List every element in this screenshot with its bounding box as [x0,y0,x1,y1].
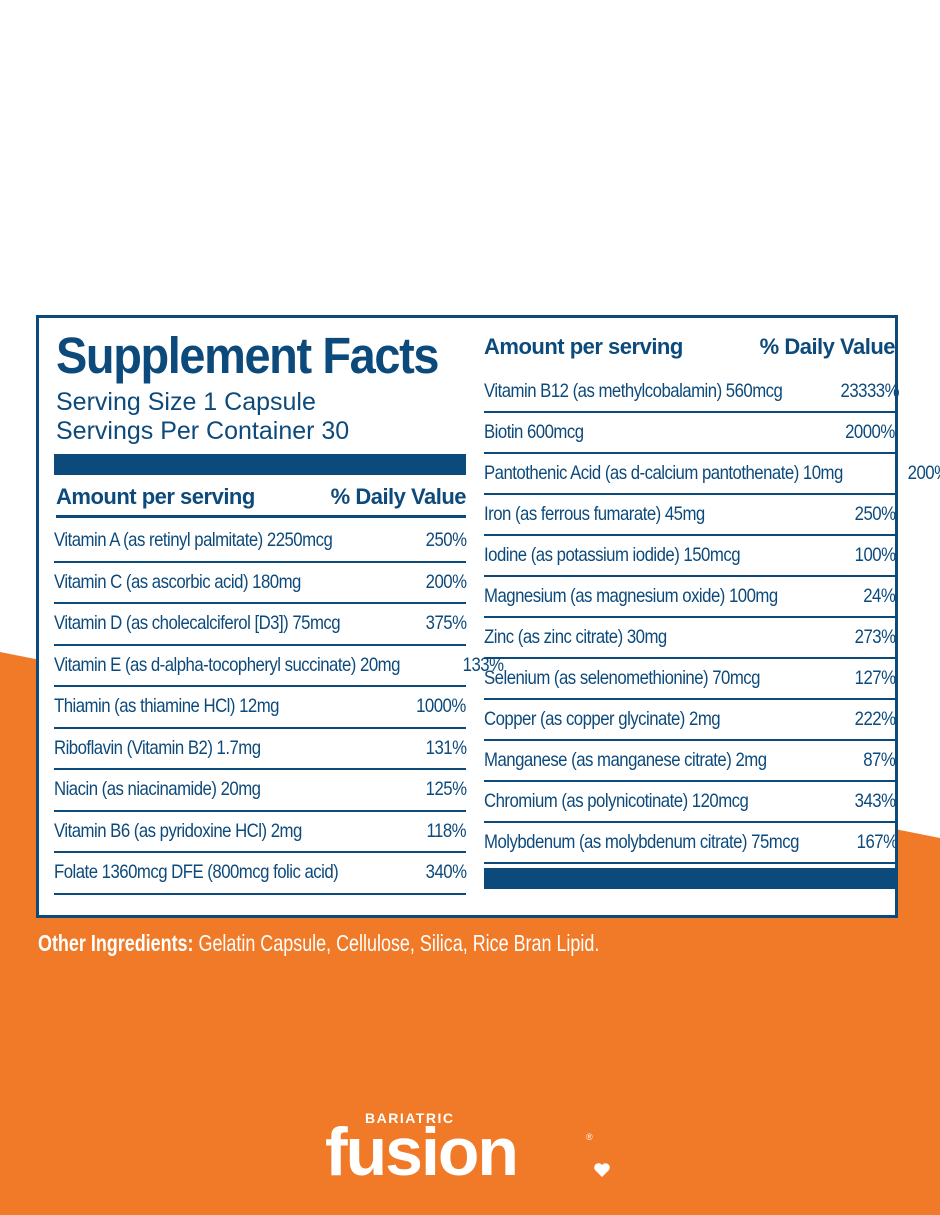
nutrient-daily-value: 167% [856,831,898,853]
nutrient-daily-value: 24% [862,585,896,607]
nutrient-name: Chromium (as polynicotinate) 120mcg [484,790,749,812]
nutrient-row: Vitamin C (as ascorbic acid) 180mg 200% [54,563,467,604]
nutrient-daily-value: 250% [425,529,466,552]
nutrient-daily-value: 127% [854,667,895,689]
nutrient-daily-value: 125% [425,778,466,801]
nutrient-list-right: Vitamin B12 (as methylcobalamin) 560mcg 2… [484,372,940,864]
nutrient-name: Riboflavin (Vitamin B2) 1.7mg [54,736,261,759]
nutrient-name: Vitamin C (as ascorbic acid) 180mg [54,570,301,593]
nutrient-row: Vitamin D (as cholecalciferol [D3]) 75mc… [54,604,467,646]
amount-per-serving-label: Amount per serving [56,483,255,509]
nutrient-daily-value: 375% [425,612,466,635]
other-ingredients-label: Other Ingredients: [38,930,194,956]
nutrient-name: Biotin 600mcg [484,421,584,443]
nutrient-name: Copper (as copper glycinate) 2mg [484,708,721,730]
nutrient-row: Manganese (as manganese citrate) 2mg 87% [484,741,896,782]
nutrient-row: Zinc (as zinc citrate) 30mg 273% [484,618,896,659]
nutrient-row: Molybdenum (as molybdenum citrate) 75mcg… [484,823,898,864]
daily-value-label: % Daily Value [759,334,896,359]
nutrient-row: Copper (as copper glycinate) 2mg 222% [484,700,896,741]
nutrient-daily-value: 222% [854,708,895,730]
nutrient-name: Vitamin E (as d-alpha-tocopheryl succina… [54,653,400,676]
nutrient-name: Thiamin (as thiamine HCl) 12mg [54,695,279,718]
divider-bar [484,868,895,889]
nutrient-row: Iodine (as potassium iodide) 150mcg 100% [484,536,896,577]
nutrient-name: Pantothenic Acid (as d-calcium pantothen… [484,462,843,484]
nutrient-name: Magnesium (as magnesium oxide) 100mg [484,585,778,607]
nutrient-name: Vitamin D (as cholecalciferol [D3]) 75mc… [54,612,341,635]
nutrient-row: Vitamin B6 (as pyridoxine HCl) 2mg 118% [54,812,467,853]
brand-name: fusion [325,1114,519,1190]
nutrient-row: Thiamin (as thiamine HCl) 12mg 1000% [54,687,467,729]
nutrient-daily-value: 273% [854,626,895,648]
nutrient-name: Niacin (as niacinamide) 20mg [54,778,261,801]
table-header-left: Amount per serving % Daily Value [56,478,467,518]
nutrient-name: Vitamin B6 (as pyridoxine HCl) 2mg [54,819,302,842]
nutrient-row: Magnesium (as magnesium oxide) 100mg 24% [484,577,896,618]
nutrient-daily-value: 250% [854,503,895,525]
nutrient-row: Selenium (as selenomethionine) 70mcg 127% [484,659,896,700]
nutrient-name: Folate 1360mcg DFE (800mcg folic acid) [54,861,339,884]
table-header-right: Amount per serving % Daily Value [484,326,896,368]
nutrient-daily-value: 87% [862,749,896,771]
nutrient-list-left: Vitamin A (as retinyl palmitate) 2250mcg… [54,521,504,895]
amount-per-serving-label: Amount per serving [484,334,683,359]
nutrient-row: Pantothenic Acid (as d-calcium pantothen… [484,454,940,495]
nutrient-name: Molybdenum (as molybdenum citrate) 75mcg [484,831,799,853]
nutrient-row: Chromium (as polynicotinate) 120mcg 343% [484,782,896,823]
nutrient-row: Iron (as ferrous fumarate) 45mg 250% [484,495,896,536]
divider-bar [54,454,466,475]
nutrient-row: Vitamin B12 (as methylcobalamin) 560mcg 2… [484,372,899,413]
brand-subtitle: BARIATRIC [365,1110,455,1126]
other-ingredients: Other Ingredients: Gelatin Capsule, Cell… [38,930,599,957]
other-ingredients-text: Gelatin Capsule, Cellulose, Silica, Rice… [193,930,600,956]
daily-value-label: % Daily Value [330,483,467,509]
nutrient-daily-value: 23333% [840,380,899,402]
heart-icon [594,1163,610,1177]
nutrient-daily-value: 200% [425,570,466,593]
servings-per-container: Servings Per Container 30 [56,417,350,445]
nutrient-daily-value: 118% [426,819,466,842]
serving-size: Serving Size 1 Capsule [56,388,316,416]
nutrient-daily-value: 100% [854,544,895,566]
registered-mark: ® [586,1132,593,1142]
nutrient-name: Vitamin B12 (as methylcobalamin) 560mcg [484,380,783,402]
nutrient-daily-value: 1000% [416,695,466,718]
nutrient-daily-value: 200% [907,462,940,484]
nutrient-daily-value: 133% [462,653,504,676]
nutrient-daily-value: 2000% [845,421,895,443]
brand-logo: BARIATRIC fusion ® [325,1110,625,1190]
nutrient-row: Niacin (as niacinamide) 20mg 125% [54,770,467,812]
nutrient-name: Iron (as ferrous fumarate) 45mg [484,503,705,525]
supplement-facts-panel: Supplement Facts Serving Size 1 Capsule … [36,315,940,918]
page-title: Supplement Facts [56,327,439,384]
nutrient-name: Manganese (as manganese citrate) 2mg [484,749,767,771]
nutrient-row: Folate 1360mcg DFE (800mcg folic acid) 34… [54,853,467,895]
nutrient-name: Vitamin A (as retinyl palmitate) 2250mcg [54,529,333,552]
nutrient-row: Vitamin E (as d-alpha-tocopheryl succina… [54,646,504,687]
nutrient-daily-value: 343% [854,790,895,812]
nutrient-name: Zinc (as zinc citrate) 30mg [484,626,667,648]
nutrient-daily-value: 340% [425,861,466,884]
nutrient-row: Riboflavin (Vitamin B2) 1.7mg 131% [54,729,467,770]
nutrient-name: Iodine (as potassium iodide) 150mcg [484,544,741,566]
nutrient-name: Selenium (as selenomethionine) 70mcg [484,667,761,689]
nutrient-daily-value: 131% [425,736,466,759]
nutrient-row: Vitamin A (as retinyl palmitate) 2250mcg… [54,521,467,563]
nutrient-row: Biotin 600mcg 2000% [484,413,896,454]
